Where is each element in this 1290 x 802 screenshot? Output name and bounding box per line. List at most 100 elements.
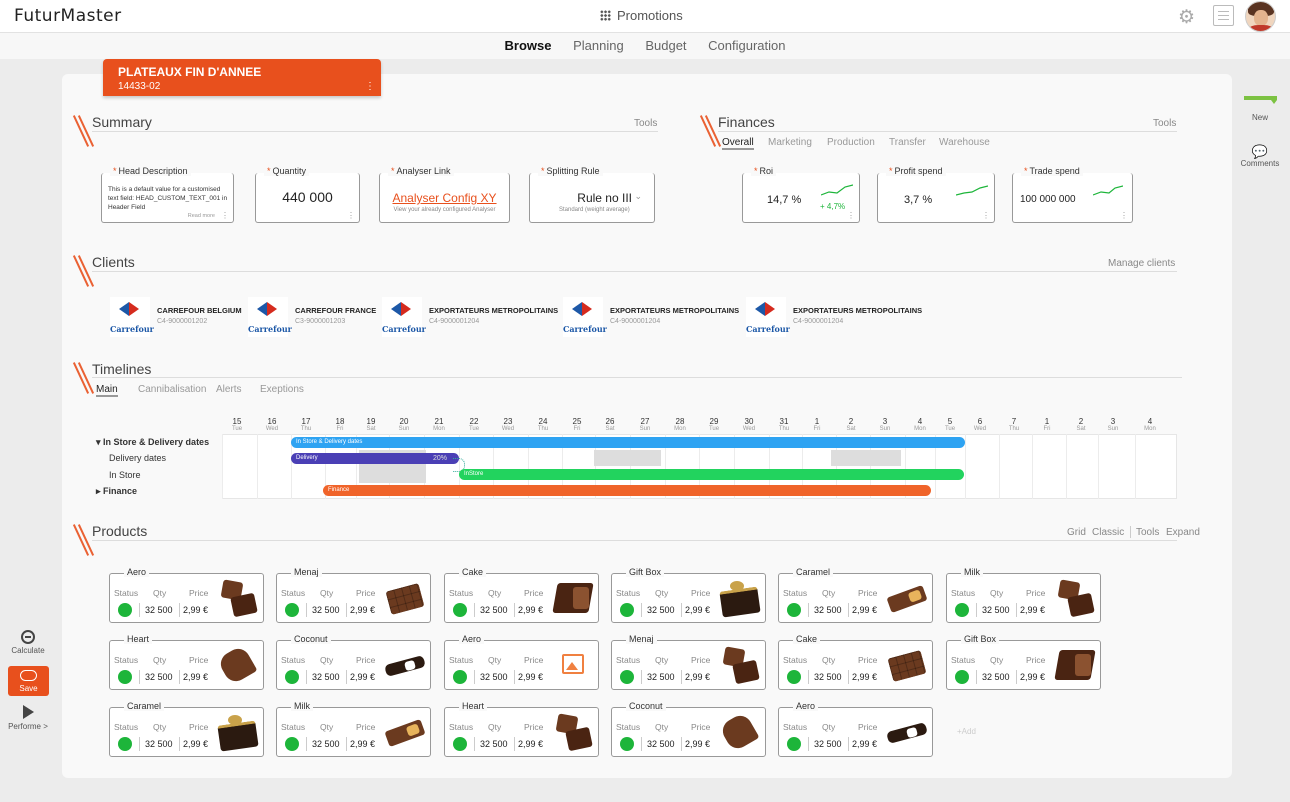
timeline-row-label: Finance (103, 486, 138, 496)
splitting-rule-select[interactable]: * Splitting Rule Rule no III ⌄ Standard (… (529, 166, 655, 223)
product-card[interactable]: Menaj Status Qty Price 32 500 2,99 € (276, 567, 431, 623)
app-switcher[interactable]: Promotions (600, 8, 683, 23)
add-product-button[interactable]: +Add (957, 727, 976, 736)
product-card[interactable]: Caramel Status Qty Price 32 500 2,99 € (109, 701, 264, 757)
nav-budget[interactable]: Budget (645, 38, 687, 53)
nav-browse[interactable]: Browse (504, 38, 552, 53)
product-image (551, 644, 595, 686)
grid-view-link[interactable]: Grid (1067, 527, 1086, 538)
product-card[interactable]: Cake Status Qty Price 32 500 2,99 € (444, 567, 599, 623)
timeline-row-instore: In Store (109, 470, 141, 480)
day-weekday: Sun (1107, 426, 1119, 432)
nav-configuration[interactable]: Configuration (708, 38, 786, 53)
comments-button[interactable]: 💬 Comments (1240, 145, 1280, 169)
timeline-day: 23 Wed (493, 417, 523, 432)
tab-transfer[interactable]: Transfer (889, 137, 926, 148)
finances-tools-link[interactable]: Tools (1153, 118, 1177, 129)
quantity-field[interactable]: * Quantity 440 000 ⋮ (255, 166, 360, 223)
status-header: Status (616, 722, 641, 732)
bar-instore-delivery[interactable]: In Store & Delivery dates (291, 437, 965, 448)
more-icon[interactable]: ⋮ (1120, 211, 1128, 220)
bar-finance[interactable]: Finance (323, 485, 931, 496)
new-button[interactable]: New (1240, 96, 1280, 122)
more-icon[interactable]: ⋮ (221, 211, 229, 220)
product-card[interactable]: Coconut Status Qty Price 32 500 2,99 € (611, 701, 766, 757)
tab-cannibalisation[interactable]: Cannibalisation (138, 384, 207, 395)
perform-button[interactable]: Performe > (7, 705, 49, 731)
product-card[interactable]: Aero Status Qty Price 32 500 2,99 € (109, 567, 264, 623)
summary-tools-link[interactable]: Tools (634, 118, 658, 129)
client-item[interactable]: Carrefour EXPORTATEURS METROPOLITAINS C4-9… (563, 297, 743, 337)
manage-clients-link[interactable]: Manage clients (1108, 258, 1176, 269)
timeline-gridline (665, 434, 666, 499)
product-card[interactable]: Heart Status Qty Price 32 500 2,99 € (109, 634, 264, 690)
trade-spend-card[interactable]: * Trade spend 100 000 000 ⋮ (1012, 166, 1133, 223)
status-indicator (285, 670, 299, 684)
product-qty: 32 500 (982, 605, 1010, 615)
tab-overall[interactable]: Overall (722, 137, 754, 150)
tab-marketing[interactable]: Marketing (768, 137, 812, 148)
tab-production[interactable]: Production (827, 137, 875, 148)
roi-card[interactable]: * Roi 14,7 % + 4,7% ⋮ (742, 166, 860, 223)
client-item[interactable]: Carrefour EXPORTATEURS METROPOLITAINS C4-9… (746, 297, 926, 337)
calculate-button[interactable]: Calculate (7, 630, 49, 655)
classic-view-link[interactable]: Classic (1092, 527, 1125, 538)
product-card[interactable]: Milk Status Qty Price 32 500 2,99 € (276, 701, 431, 757)
timeline-day: 27 Sun (630, 417, 660, 432)
read-more-link[interactable]: Read more (187, 213, 215, 219)
tab-alerts[interactable]: Alerts (216, 384, 242, 395)
product-card[interactable]: Caramel Status Qty Price 32 500 2,99 € (778, 567, 933, 623)
client-brand: Carrefour (563, 324, 607, 334)
product-card[interactable]: Cake Status Qty Price 32 500 2,99 € (778, 634, 933, 690)
client-item[interactable]: Carrefour CARREFOUR FRANCE C3-9000001203 (248, 297, 428, 337)
products-tools-link[interactable]: Tools (1136, 527, 1160, 538)
save-button[interactable]: Save (8, 666, 49, 696)
promo-header-tag[interactable]: PLATEAUX FIN D'ANNEE 14433-02 ⋮ (103, 59, 381, 96)
analyser-link-field[interactable]: * Analyser Link Analyser Config XY View y… (379, 166, 510, 223)
product-price: 2,99 € (685, 672, 711, 682)
product-card[interactable]: Gift Box Status Qty Price 32 500 2,99 € (611, 567, 766, 623)
more-icon[interactable]: ⋮ (347, 211, 355, 220)
tab-exeptions[interactable]: Exeptions (260, 384, 304, 395)
tab-warehouse[interactable]: Warehouse (939, 137, 990, 148)
status-header: Status (281, 722, 306, 732)
client-item[interactable]: Carrefour CARREFOUR BELGIUM C4-9000001202 (110, 297, 290, 337)
roi-delta: + 4,7% (820, 202, 846, 211)
bar-instore[interactable]: InStore (459, 469, 964, 480)
timeline-day: 19 Sat (356, 417, 386, 432)
timeline-row-label: In Store & Delivery dates (103, 437, 210, 447)
more-icon[interactable]: ⋮ (365, 81, 375, 92)
nav-planning[interactable]: Planning (573, 38, 624, 53)
expand-link[interactable]: Expand (1166, 527, 1200, 538)
product-card[interactable]: Aero Status Qty Price 32 500 2,99 € (444, 634, 599, 690)
tab-main[interactable]: Main (96, 384, 118, 397)
product-card[interactable]: Milk Status Qty Price 32 500 2,99 € (946, 567, 1101, 623)
status-indicator (955, 603, 969, 617)
product-name: Milk (291, 701, 313, 711)
avatar[interactable] (1245, 1, 1276, 32)
analyser-link[interactable]: Analyser Config XY (392, 191, 497, 205)
chevron-down-icon[interactable]: ⌄ (634, 191, 642, 201)
client-item[interactable]: Carrefour EXPORTATEURS METROPOLITAINS C4-9… (382, 297, 562, 337)
more-icon[interactable]: ⋮ (982, 211, 990, 220)
product-card[interactable]: Gift Box Status Qty Price 32 500 2,99 € (946, 634, 1101, 690)
timeline-row-finance[interactable]: ▸ Finance (96, 486, 138, 496)
day-weekday: Sat (1076, 426, 1086, 432)
profit-spend-card[interactable]: * Profit spend 3,7 % ⋮ (877, 166, 995, 223)
price-header: Price (858, 655, 878, 665)
product-card[interactable]: Heart Status Qty Price 32 500 2,99 € (444, 701, 599, 757)
divider (808, 737, 809, 751)
product-name: Heart (124, 634, 153, 644)
product-card[interactable]: Menaj Status Qty Price 32 500 2,99 € (611, 634, 766, 690)
more-icon[interactable]: ⋮ (847, 211, 855, 220)
product-card[interactable]: Aero Status Qty Price 32 500 2,99 € (778, 701, 933, 757)
day-weekday: Tue (944, 426, 956, 432)
settings-list-icon[interactable] (1213, 5, 1234, 26)
timeline-row-main[interactable]: ▾ In Store & Delivery dates (96, 437, 210, 447)
bar-delivery[interactable]: Delivery 20% (291, 453, 459, 464)
gear-icon[interactable]: ⚙ (1178, 7, 1196, 28)
head-description-field[interactable]: * Head Description This is a default valu… (101, 166, 234, 223)
roi-value: 14,7 % (767, 194, 802, 206)
app-logo[interactable]: FuturMaster (14, 6, 122, 26)
product-card[interactable]: Coconut Status Qty Price 32 500 2,99 € (276, 634, 431, 690)
